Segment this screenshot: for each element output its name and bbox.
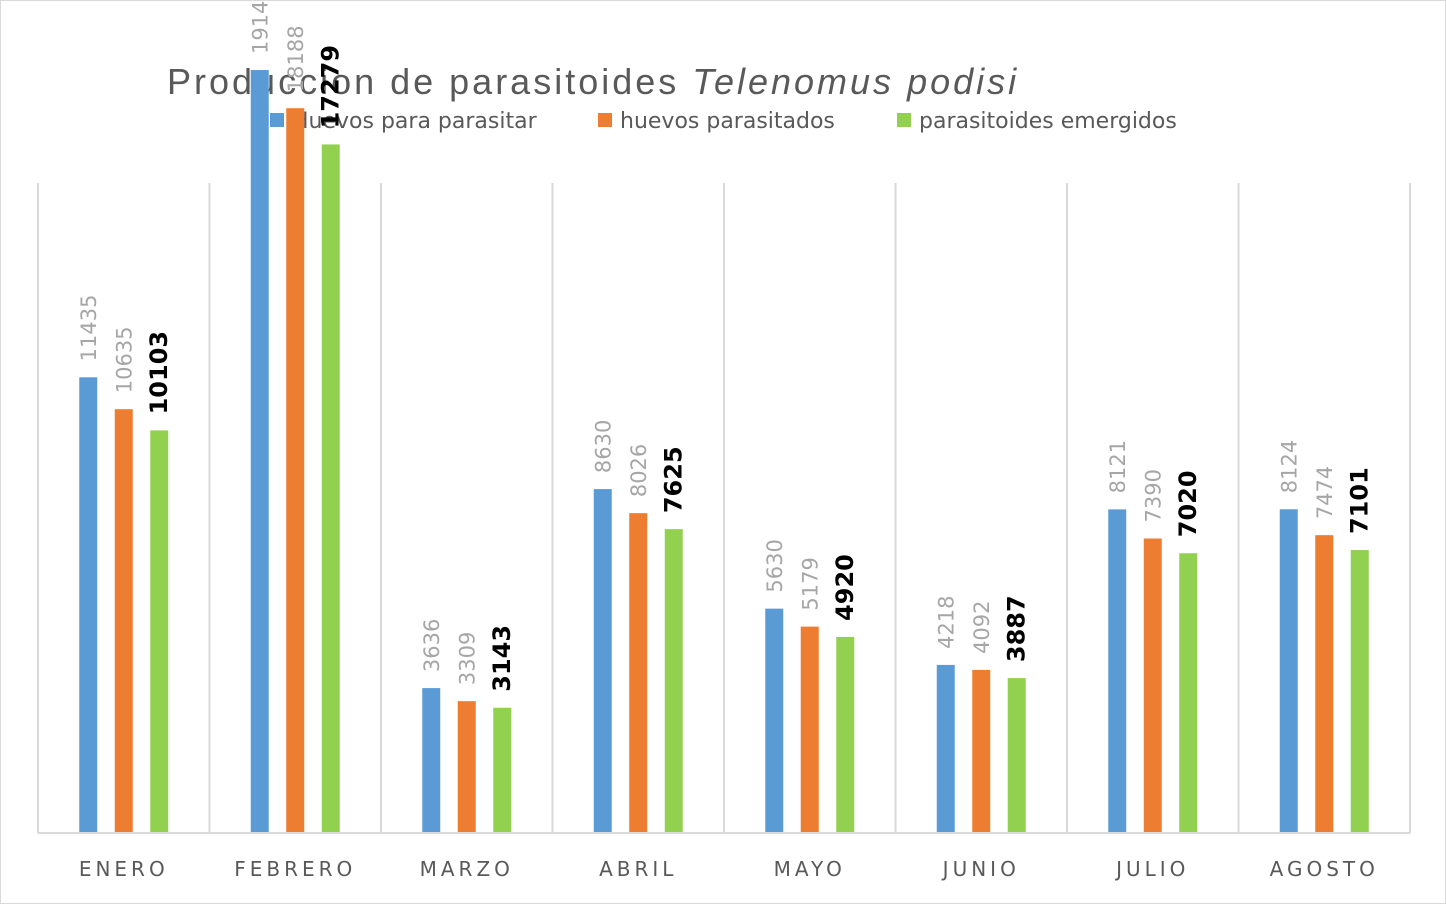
bar-agosto-series-1 (1279, 509, 1298, 833)
value-label-marzo-series-3: 3143 (488, 625, 516, 692)
bar-marzo-series-1 (422, 688, 441, 833)
value-label-enero-series-2: 10635 (113, 326, 137, 393)
value-labels: 11435 10635 10103 19146 18188 17279 3636 3309 31… (77, 1, 1374, 692)
bar-enero-series-1 (79, 377, 98, 833)
bar-julio-series-1 (1108, 509, 1127, 833)
category-label-junio: JUNIO (941, 857, 1020, 881)
legend-swatch-2 (598, 113, 612, 127)
bar-junio-series-3 (1007, 678, 1026, 833)
category-label-julio: JULIO (1114, 857, 1189, 881)
legend-label-1: Huevos para parasitar (292, 109, 538, 134)
value-label-junio-series-1: 4218 (935, 595, 959, 648)
bar-julio-series-2 (1143, 538, 1162, 833)
bar-febrero-series-1 (250, 70, 269, 833)
bar-febrero-series-2 (286, 108, 305, 834)
bar-junio-series-2 (972, 669, 991, 833)
bar-abril-series-1 (593, 489, 612, 833)
category-label-enero: ENERO (79, 857, 169, 881)
chart-title-italic: Telenomus podisi (692, 61, 1019, 102)
value-label-julio-series-2: 7390 (1142, 469, 1166, 522)
value-label-marzo-series-2: 3309 (456, 632, 480, 685)
value-label-agosto-series-2: 7474 (1313, 466, 1337, 519)
legend-label-3: parasitoides emergidos (919, 109, 1177, 134)
legend-swatch-3 (897, 113, 911, 127)
bar-marzo-series-2 (457, 701, 476, 833)
bar-mayo-series-2 (800, 626, 819, 833)
category-label-marzo: MARZO (420, 857, 514, 881)
legend-label-2: huevos parasitados (620, 109, 835, 134)
value-label-agosto-series-1: 8124 (1278, 440, 1302, 493)
value-label-abril-series-1: 8630 (592, 420, 616, 473)
bar-abril-series-3 (664, 529, 683, 833)
value-label-julio-series-3: 7020 (1174, 470, 1202, 537)
value-label-mayo-series-2: 5179 (799, 557, 823, 610)
value-label-mayo-series-1: 5630 (763, 539, 787, 592)
bar-enero-series-2 (114, 409, 133, 833)
bar-enero-series-3 (150, 430, 169, 833)
bar-abril-series-2 (629, 513, 648, 833)
value-label-junio-series-3: 3887 (1003, 595, 1031, 662)
chart-title-prefix: Produccion de parasitoides (167, 61, 692, 102)
value-label-enero-series-1: 11435 (77, 295, 101, 362)
value-label-febrero-series-1: 19146 (249, 1, 273, 54)
value-label-febrero-series-3: 17279 (317, 45, 345, 129)
category-labels: ENERO FEBRERO MARZO ABRIL MAYO JUNIO JULIO AGOS… (79, 857, 1379, 881)
bar-febrero-series-3 (321, 144, 340, 833)
category-label-mayo: MAYO (774, 857, 846, 881)
value-label-mayo-series-3: 4920 (831, 554, 859, 621)
value-label-abril-series-3: 7625 (660, 446, 688, 513)
legend: Huevos para parasitar huevos parasitados p… (270, 109, 1177, 134)
category-label-agosto: AGOSTO (1270, 857, 1379, 881)
value-label-julio-series-1: 8121 (1106, 440, 1130, 493)
bar-mayo-series-1 (765, 608, 784, 833)
bar-julio-series-3 (1179, 553, 1198, 833)
legend-swatch-1 (270, 113, 284, 127)
bars (79, 70, 1369, 834)
value-label-agosto-series-3: 7101 (1346, 467, 1374, 534)
bar-junio-series-1 (936, 664, 955, 833)
bar-agosto-series-3 (1350, 550, 1369, 833)
value-label-junio-series-2: 4092 (970, 600, 994, 653)
category-label-abril: ABRIL (599, 857, 677, 881)
bar-marzo-series-3 (493, 707, 512, 833)
bar-mayo-series-3 (836, 636, 855, 833)
value-label-enero-series-3: 10103 (145, 331, 173, 415)
category-label-febrero: FEBRERO (234, 857, 356, 881)
value-label-marzo-series-1: 3636 (420, 619, 444, 672)
value-label-febrero-series-2: 18188 (284, 25, 308, 92)
bar-agosto-series-2 (1315, 535, 1334, 833)
value-label-abril-series-2: 8026 (627, 444, 651, 497)
category-gridlines (37, 183, 1411, 833)
